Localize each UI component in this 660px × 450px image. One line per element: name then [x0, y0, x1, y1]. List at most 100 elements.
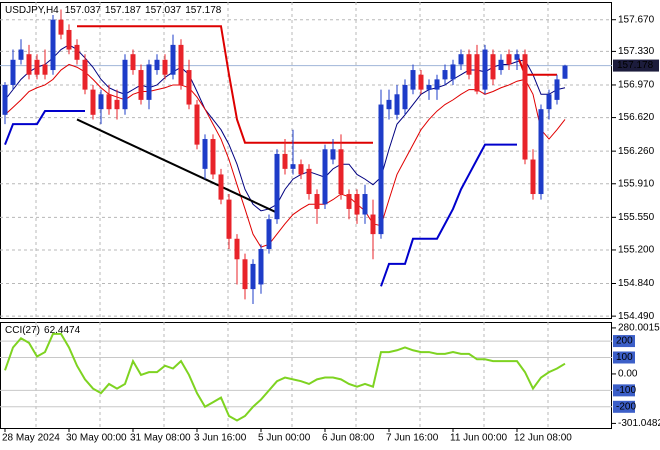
candle-body: [74, 44, 80, 60]
candle-body: [466, 54, 472, 75]
candle-body: [82, 59, 88, 90]
candle-body: [138, 70, 144, 100]
x-tick-label: 3 Jun 16:00: [194, 433, 247, 444]
candle-body: [458, 54, 464, 65]
moving-average: [4, 63, 566, 248]
candle-body: [218, 174, 224, 200]
band-line: [4, 110, 85, 145]
x-tick-label: 6 Jun 08:00: [322, 433, 375, 444]
candle-body: [66, 29, 72, 50]
y-tick-label: 157.330: [618, 46, 655, 57]
y-tick-label: 157.670: [618, 14, 655, 25]
candle-body: [506, 54, 512, 65]
candle-body: [26, 54, 32, 75]
y-tick-label: 155.910: [618, 178, 655, 189]
ohlc-open: 157.037: [65, 5, 102, 16]
candle-body: [290, 164, 296, 169]
level-box: [613, 335, 635, 348]
candle-body: [450, 64, 456, 80]
candle-body: [562, 65, 568, 79]
candle-body: [522, 54, 528, 160]
candle-body: [298, 164, 304, 175]
candle-body: [114, 99, 120, 110]
price-box: [613, 59, 659, 72]
candle-body: [170, 44, 176, 75]
ohlc-high: 157.187: [105, 5, 142, 16]
candle-body: [514, 54, 520, 60]
candle-body: [306, 168, 312, 195]
cci-line: [4, 332, 566, 422]
candle-body: [250, 263, 256, 290]
candle-body: [314, 194, 320, 209]
y-tick-label: -301.0482: [618, 418, 660, 429]
candle-body: [258, 249, 264, 285]
cci-name: CCI(27): [5, 325, 40, 336]
candle-body: [530, 159, 536, 195]
x-tick-label: 7 Jun 16:00: [386, 433, 439, 444]
trendline: [76, 118, 278, 214]
candle-body: [426, 84, 432, 90]
candle-body: [50, 19, 56, 71]
candle-body: [234, 238, 240, 260]
level-box: [613, 400, 635, 413]
y-tick-label: 155.200: [618, 245, 655, 256]
y-tick-label: 0.00: [618, 369, 638, 380]
candle-body: [154, 59, 160, 71]
candle-body: [434, 79, 440, 90]
x-tick-label: 30 May 00:00: [66, 433, 127, 444]
y-tick-label: 280.0015: [618, 323, 660, 334]
y-tick-label: 156.970: [618, 80, 655, 91]
candle-body: [2, 84, 8, 115]
candle-body: [322, 149, 328, 205]
y-tick-label: 154.840: [618, 278, 655, 289]
level-label: -200: [616, 401, 636, 412]
x-tick-label: 12 Jun 08:00: [514, 433, 572, 444]
x-tick-label: 5 Jun 00:00: [258, 433, 311, 444]
candle-body: [266, 219, 272, 250]
chart-title: USDJPY,H4 157.037 157.187 157.037 157.178: [5, 5, 222, 16]
candle-body: [186, 70, 192, 105]
candle-body: [474, 54, 480, 92]
main-frame: [0, 2, 612, 319]
ohlc-close: 157.178: [185, 5, 222, 16]
candle-body: [482, 49, 488, 90]
level-label: -100: [616, 385, 636, 396]
level-label: 200: [616, 336, 633, 347]
candle-body: [346, 194, 352, 209]
candle-body: [122, 59, 128, 110]
candle-body: [146, 64, 152, 100]
candle-body: [354, 194, 360, 215]
level-box: [613, 384, 635, 397]
price-label: 157.178: [617, 60, 654, 71]
candle-body: [546, 94, 552, 110]
candle-body: [58, 19, 64, 35]
x-tick-label: 28 May 2024: [2, 433, 60, 444]
candle-body: [442, 70, 448, 80]
candle-body: [90, 89, 96, 115]
candle-body: [18, 49, 24, 60]
x-tick-label: 31 May 08:00: [130, 433, 191, 444]
candle-body: [202, 139, 208, 169]
candle-body: [130, 54, 136, 71]
candle-body: [538, 109, 544, 195]
level-box: [613, 351, 635, 364]
candle-body: [498, 59, 504, 71]
candle-body: [162, 59, 168, 75]
candle-body: [10, 59, 16, 85]
candle-body: [330, 149, 336, 160]
band-line: [380, 143, 517, 287]
candle-body: [178, 44, 184, 85]
candle-body: [42, 64, 48, 75]
cci-frame: [0, 322, 612, 429]
y-tick-label: 156.260: [618, 146, 655, 157]
candle-body: [338, 149, 344, 195]
y-tick-label: 154.490: [618, 311, 655, 322]
candle-body: [490, 54, 496, 80]
candle-body: [378, 104, 384, 235]
candle-body: [386, 99, 392, 110]
candle-body: [106, 94, 112, 110]
candle-body: [394, 94, 400, 115]
candle-body: [362, 194, 368, 215]
